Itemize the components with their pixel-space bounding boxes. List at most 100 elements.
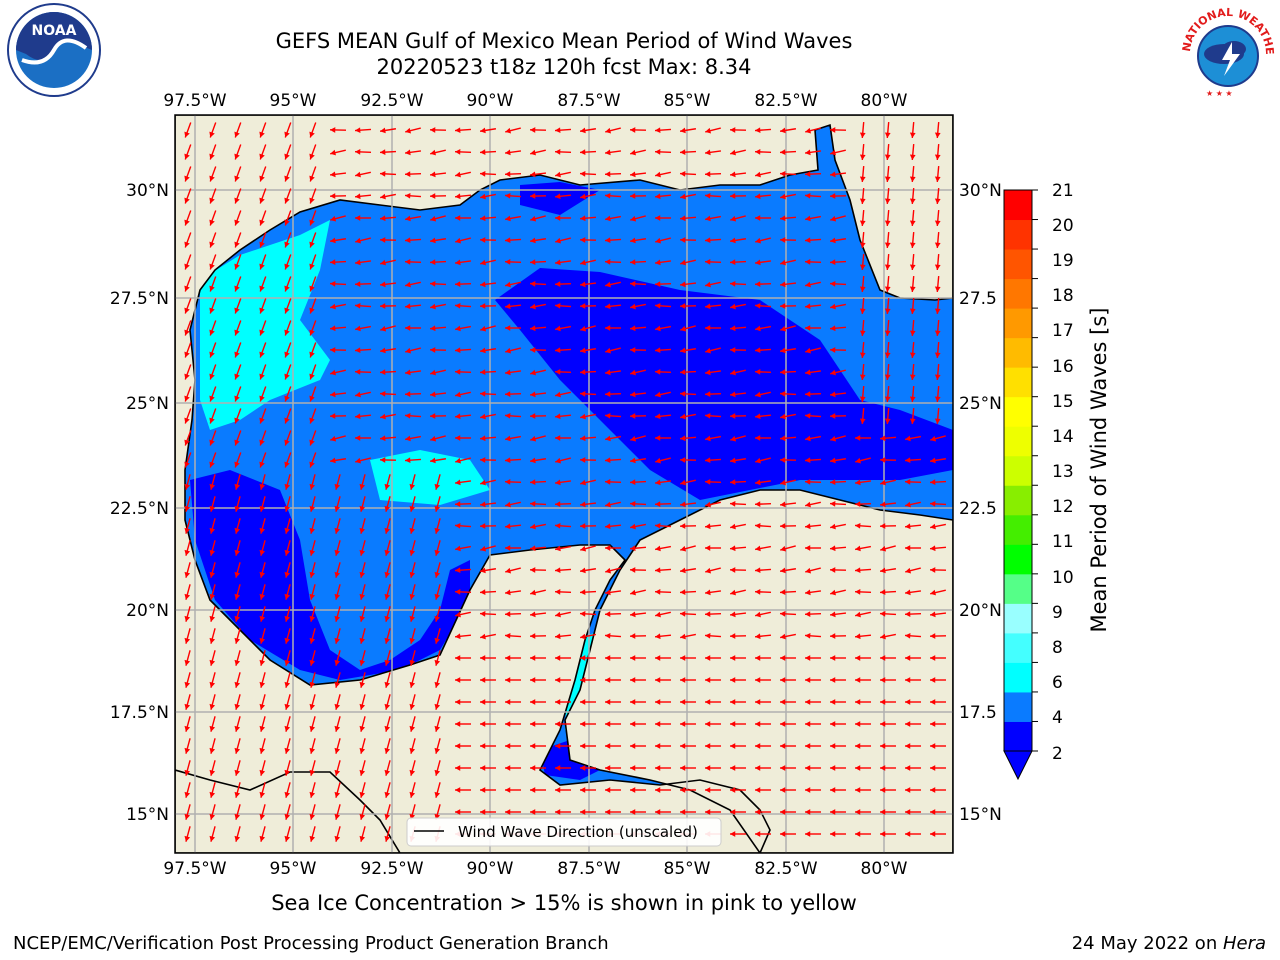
wind-arrow-head (755, 391, 761, 398)
wind-arrow-head (909, 132, 916, 138)
colorbar-tick: 21 (1052, 181, 1074, 201)
wind-arrow-head (209, 373, 215, 380)
wind-arrow-head (605, 237, 611, 244)
wind-arrow-head (505, 523, 511, 530)
wind-arrow-head (580, 127, 586, 134)
wind-arrow-head (605, 281, 611, 288)
wind-arrow-head (480, 303, 486, 309)
lon-label-bottom: 92.5°W (360, 859, 423, 879)
wind-arrow-head (359, 615, 366, 622)
wind-arrow-head (705, 325, 711, 331)
colorbar-tick: 17 (1052, 321, 1074, 341)
wind-arrow-head (259, 527, 266, 534)
colorbar-tick: 13 (1052, 462, 1074, 482)
wind-arrow-head (409, 703, 416, 710)
wind-arrow-head (384, 483, 391, 490)
wind-arrow-head (380, 347, 386, 354)
wind-arrow-head (905, 632, 911, 639)
wind-arrow-head (434, 571, 441, 578)
wind-arrow-head (380, 170, 386, 177)
wind-arrow-head (259, 813, 266, 820)
wind-arrow-head (855, 435, 861, 441)
wind-arrow-head (455, 302, 461, 309)
wind-arrow-head (330, 457, 336, 464)
wind-arrow-head (384, 835, 391, 842)
wind-arrow-head (630, 765, 636, 771)
wind-arrow-head (884, 198, 891, 204)
wind-arrow-head (730, 809, 736, 815)
wind-arrow-head (455, 259, 461, 266)
wind-arrow-head (259, 329, 265, 336)
wind-arrow-head (655, 325, 661, 332)
wind-arrow-head (830, 303, 836, 310)
wind-arrow-head (680, 435, 686, 442)
wind-arrow-head (505, 809, 511, 815)
wind-arrow-head (930, 567, 936, 573)
wind-arrow-head (930, 633, 936, 639)
wind-arrow-head (384, 571, 391, 578)
wind-arrow-head (780, 699, 786, 705)
colorbar-tick: 18 (1052, 286, 1074, 306)
colorbar-swatch (1004, 190, 1032, 221)
wind-arrow-head (284, 835, 291, 842)
wind-arrow-head (405, 281, 411, 288)
wind-arrow-head (655, 501, 661, 507)
wind-arrow-head (330, 127, 336, 133)
wind-arrow-head (580, 215, 586, 222)
wind-arrow-head (630, 259, 636, 266)
wind-arrow-head (605, 632, 611, 639)
wind-arrow-head (730, 237, 736, 244)
wind-arrow-head (480, 501, 486, 508)
wind-arrow-head (580, 170, 586, 177)
wind-arrow-head (209, 197, 215, 204)
wind-arrow-head (209, 263, 215, 270)
wind-arrow-head (830, 149, 836, 156)
wind-arrow-head (209, 417, 215, 424)
wind-arrow-head (184, 241, 190, 248)
wind-arrow-head (555, 127, 561, 134)
wind-arrow-head (780, 413, 786, 420)
wind-arrow-head (580, 281, 586, 288)
wind-arrow-head (184, 439, 190, 446)
wind-arrow-head (580, 633, 586, 640)
wind-arrow-head (605, 435, 611, 442)
wind-arrow-head (705, 787, 711, 793)
wind-arrow-head (605, 325, 611, 331)
wind-arrow-head (855, 522, 861, 529)
wind-arrow-head (780, 390, 786, 397)
colorbar-tick: 14 (1052, 427, 1074, 447)
wind-arrow-head (655, 391, 661, 398)
wind-arrow-head (705, 523, 711, 530)
wind-arrow-head (184, 263, 190, 270)
wind-arrow-head (309, 703, 316, 710)
wind-arrow-head (555, 369, 561, 375)
wind-arrow-head (309, 329, 315, 336)
wind-arrow-head (630, 743, 636, 749)
wind-arrow-head (330, 369, 336, 376)
wind-arrow-head (355, 259, 361, 266)
wind-arrow-head (859, 396, 866, 402)
wind-arrow-head (859, 242, 866, 248)
wind-arrow-head (480, 610, 486, 617)
wind-arrow-head (480, 567, 486, 574)
wind-arrow-head (555, 589, 561, 595)
wind-arrow-head (405, 192, 411, 199)
wind-arrow-head (730, 633, 736, 639)
wind-arrow-head (209, 527, 216, 534)
wind-arrow-head (630, 479, 636, 486)
wind-arrow-head (630, 787, 636, 793)
wind-arrow-head (284, 461, 290, 468)
wind-arrow-head (855, 699, 861, 705)
wind-arrow-head (930, 523, 936, 530)
wind-arrow-head (855, 743, 861, 749)
wind-arrow-head (359, 769, 366, 776)
colorbar-tick: 20 (1052, 216, 1074, 236)
wind-arrow-head (555, 611, 561, 618)
colorbar (1003, 189, 1038, 781)
wind-arrow-head (455, 589, 461, 595)
wind-arrow-head (555, 479, 561, 486)
wind-arrow-head (884, 330, 891, 336)
wind-arrow-head (580, 369, 586, 376)
chart-title: GEFS MEAN Gulf of Mexico Mean Period of … (275, 29, 853, 53)
